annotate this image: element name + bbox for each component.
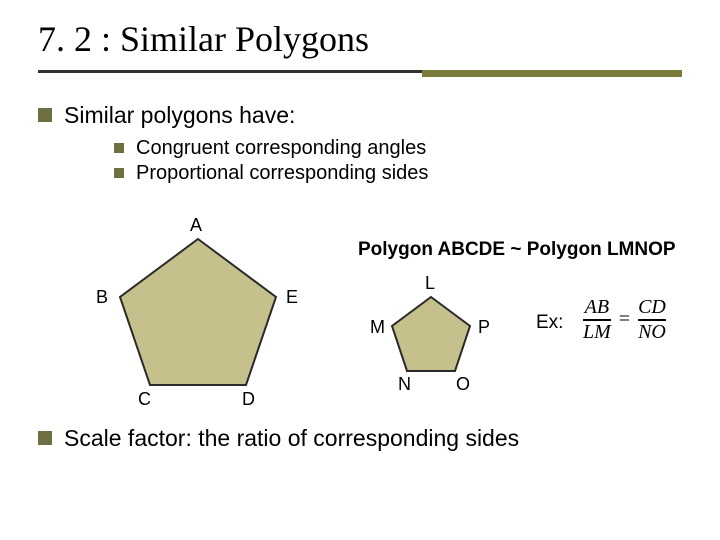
fraction-denominator: NO <box>638 322 666 343</box>
pentagon-small <box>390 295 472 373</box>
bullet-lvl2-congruent: Congruent corresponding angles <box>114 137 682 160</box>
bullet-text: Proportional corresponding sides <box>136 162 428 185</box>
square-bullet-icon <box>38 431 52 445</box>
vertex-label-N: N <box>398 374 411 395</box>
square-bullet-icon <box>114 143 124 153</box>
vertex-label-M: M <box>370 317 385 338</box>
bullet-lvl1-similar: Similar polygons have: <box>38 102 682 129</box>
bullet-text: Congruent corresponding angles <box>136 137 426 160</box>
vertex-label-L: L <box>425 273 435 294</box>
bullet-text: Scale factor: the ratio of corresponding… <box>64 425 519 452</box>
fraction-numerator: CD <box>638 297 666 318</box>
bullet-text: Similar polygons have: <box>64 102 295 129</box>
vertex-label-C: C <box>138 389 151 410</box>
bullet-lvl2-proportional: Proportional corresponding sides <box>114 162 682 185</box>
example-label: Ex: <box>536 312 563 334</box>
vertex-label-A: A <box>190 215 202 236</box>
equals-sign: = <box>619 308 630 331</box>
title-underline <box>38 70 682 80</box>
vertex-label-E: E <box>286 287 298 308</box>
vertex-label-O: O <box>456 374 470 395</box>
similarity-statement: Polygon ABCDE ~ Polygon LMNOP <box>358 239 676 261</box>
diagram-area: A B C D E L M N O P Polygon ABCDE ~ Poly… <box>38 197 682 417</box>
fraction-denominator: LM <box>583 322 611 343</box>
bullet-lvl1-scalefactor: Scale factor: the ratio of corresponding… <box>38 425 682 452</box>
vertex-label-D: D <box>242 389 255 410</box>
square-bullet-icon <box>114 168 124 178</box>
square-bullet-icon <box>38 108 52 122</box>
proportion-equation: AB LM = CD NO <box>583 297 666 343</box>
slide-title: 7. 2 : Similar Polygons <box>38 18 682 60</box>
pentagon-big <box>118 237 278 387</box>
vertex-label-P: P <box>478 317 490 338</box>
fraction-numerator: AB <box>585 297 609 318</box>
vertex-label-B: B <box>96 287 108 308</box>
